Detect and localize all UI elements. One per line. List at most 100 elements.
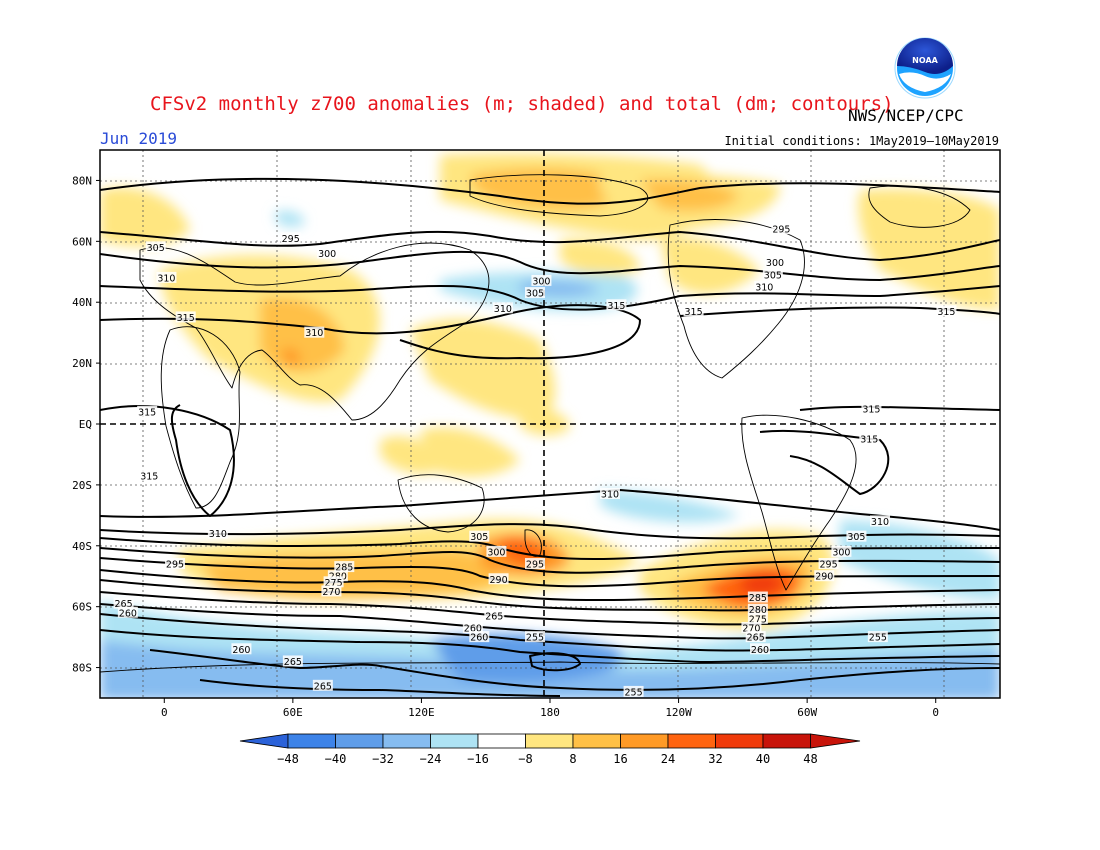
- contour-label: 265: [113, 597, 134, 610]
- colorbar-label: −40: [325, 752, 347, 766]
- contour-label-text: 305: [147, 243, 165, 254]
- contour-label-bg: [323, 576, 344, 588]
- contour-label: 295: [280, 232, 301, 245]
- contour-label-text: 300: [766, 258, 784, 269]
- initial-conditions: Initial conditions: 1May2019—10May2019: [724, 134, 999, 148]
- lat-tick-label: 40S: [72, 540, 92, 553]
- lat-tick-label: 60S: [72, 601, 92, 614]
- contour-label: 285: [747, 591, 768, 604]
- contour-label-text: 295: [526, 560, 544, 571]
- contour-label-bg: [531, 274, 552, 286]
- contour-label: 295: [771, 223, 792, 236]
- colorbar-swatch: [715, 733, 764, 749]
- contour-label-text: 260: [232, 645, 250, 656]
- contour-label: 265: [312, 679, 333, 692]
- lon-tick-label: 120E: [408, 706, 435, 719]
- colorbar-label: −8: [518, 752, 532, 766]
- contour-label: 260: [469, 631, 490, 644]
- contour-label-text: 315: [862, 404, 880, 415]
- contour-label: 300: [317, 247, 338, 260]
- contour-label-bg: [486, 545, 507, 557]
- contour-label-bg: [145, 241, 166, 253]
- contour-label-text: 310: [494, 304, 512, 315]
- contour-label-text: 295: [166, 560, 184, 571]
- contour-label-bg: [936, 305, 957, 317]
- lat-tick-label: 20N: [72, 357, 92, 370]
- contour-label-bg: [469, 530, 490, 542]
- colorbar-label: −16: [467, 752, 489, 766]
- agency-label: NWS/NCEP/CPC: [848, 106, 964, 125]
- contour-label: 260: [462, 621, 483, 634]
- contour-label-bg: [317, 247, 338, 259]
- contour-label: 310: [600, 488, 620, 501]
- contour-label-bg: [765, 256, 785, 268]
- lon-tick-label: 60W: [797, 706, 817, 719]
- colorbar: −48 −40 −32 −24 −16 −8 8 16 24 32 40 48: [239, 733, 861, 766]
- contour-label: 260: [750, 643, 770, 656]
- contour-label-text: 310: [305, 328, 323, 339]
- contour-label-bg: [745, 631, 766, 643]
- contour-label: 300: [531, 274, 552, 287]
- colorbar-label: 8: [569, 752, 576, 766]
- map-panel: 2953003053103153103103053003153152953003…: [100, 150, 1000, 698]
- lon-tick-label: 120W: [665, 706, 692, 719]
- colorbar-swatch: [287, 733, 336, 749]
- contour-label-bg: [525, 631, 545, 643]
- contour-label-text: 275: [325, 578, 343, 589]
- contour-label-text: 310: [157, 273, 175, 284]
- contour-label: 290: [488, 573, 509, 586]
- contour-label: 265: [484, 609, 505, 622]
- contour-label: 260: [117, 606, 138, 619]
- contour-label-bg: [231, 643, 252, 655]
- contour-label: 315: [606, 299, 627, 312]
- colorbar-high-arrow: [810, 733, 861, 749]
- contour-label-text: 300: [487, 547, 505, 558]
- contour-label-text: 310: [601, 490, 619, 501]
- contour-label: 315: [859, 433, 880, 446]
- contour-label-text: 260: [119, 608, 137, 619]
- contour-label: 290: [814, 570, 835, 583]
- contour-label-text: 265: [284, 657, 302, 668]
- contour-label-text: 255: [869, 633, 887, 644]
- contour-label: 260: [231, 643, 252, 656]
- contour-label: 275: [323, 576, 344, 589]
- contour-label-text: 295: [282, 234, 300, 245]
- contour-label-text: 315: [138, 407, 156, 418]
- noaa-logo-icon: NOAA: [894, 37, 956, 99]
- contour-label: 270: [741, 621, 762, 634]
- contour-label-text: 270: [742, 623, 760, 634]
- colorbar-label: 16: [613, 752, 627, 766]
- colorbar-swatch: [572, 733, 621, 749]
- contour-label-layer: 2953003053103153103103053003153152953003…: [113, 223, 957, 698]
- lon-tick-label: 60E: [283, 706, 303, 719]
- contour-label: 305: [525, 287, 545, 300]
- contour-label-text: 290: [815, 572, 833, 583]
- contour-label-text: 305: [764, 270, 782, 281]
- contour-label-text: 315: [140, 471, 158, 482]
- contour-label: 275: [747, 612, 768, 625]
- forecast-month: Jun 2019: [100, 129, 177, 148]
- contour-label-bg: [139, 469, 160, 481]
- contour-label: 265: [282, 655, 303, 668]
- contour-label-bg: [282, 655, 303, 667]
- lat-tick-label: 80S: [72, 662, 92, 675]
- contour-label-bg: [113, 597, 134, 609]
- noaa-logo-text: NOAA: [912, 56, 938, 65]
- colorbar-swatch: [620, 733, 669, 749]
- colorbar-label: 40: [756, 752, 770, 766]
- contour-label-bg: [469, 631, 490, 643]
- contour-label-bg: [750, 643, 770, 655]
- contour-label-bg: [600, 488, 620, 500]
- contour-label-bg: [304, 326, 325, 338]
- colorbar-swatch: [525, 733, 574, 749]
- contour-label-text: 280: [749, 605, 767, 616]
- lon-tick-label: 180: [540, 706, 560, 719]
- contour-label: 315: [861, 402, 882, 415]
- contour-label: 300: [765, 256, 785, 269]
- contour-label: 280: [747, 603, 768, 616]
- contour-label-bg: [861, 402, 882, 414]
- contour-label-text: 265: [314, 681, 332, 692]
- contour-label-text: 265: [115, 599, 133, 610]
- contour-label-bg: [606, 299, 627, 311]
